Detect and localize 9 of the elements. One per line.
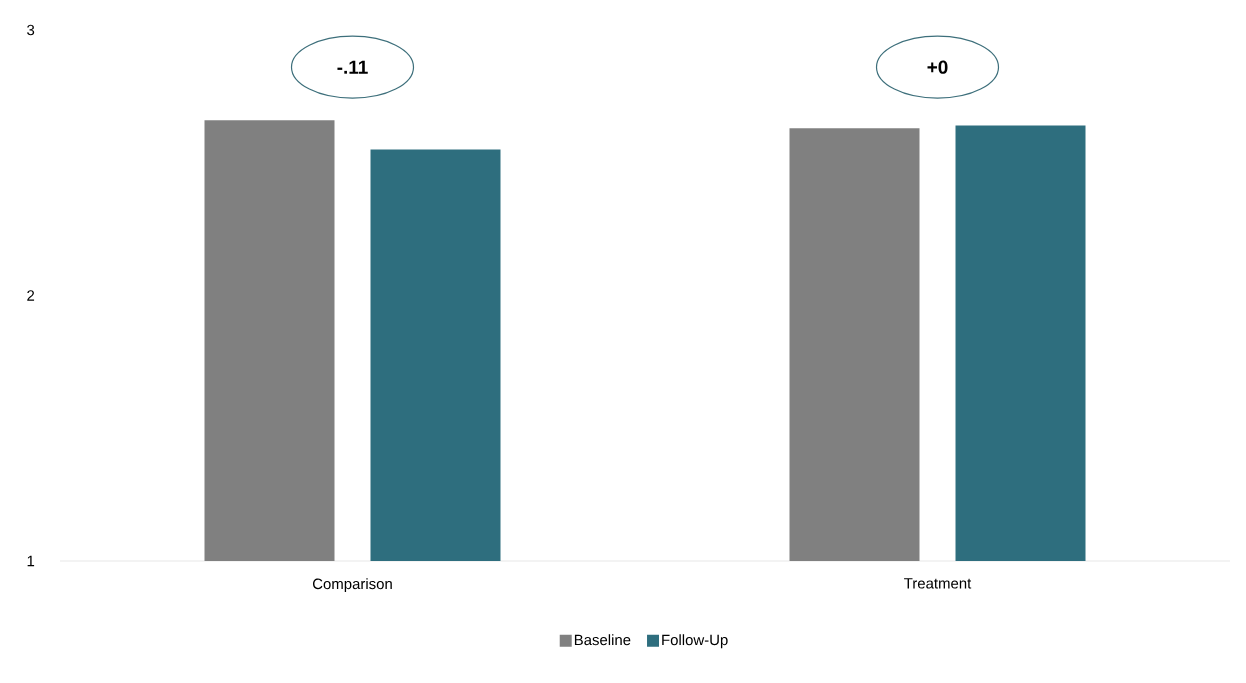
legend-label: Baseline — [574, 634, 631, 646]
legend-label: Follow-Up — [662, 634, 728, 649]
y-tick-label: 3 — [27, 24, 35, 36]
x-tick-label: Treatment — [904, 578, 972, 589]
annotation: +0 — [927, 60, 948, 74]
x-tick-label: Comparison — [312, 578, 392, 593]
y-tick-label: 2 — [27, 290, 35, 301]
y-tick-label: 1 — [27, 555, 35, 567]
annotation: -.11 — [337, 60, 368, 74]
